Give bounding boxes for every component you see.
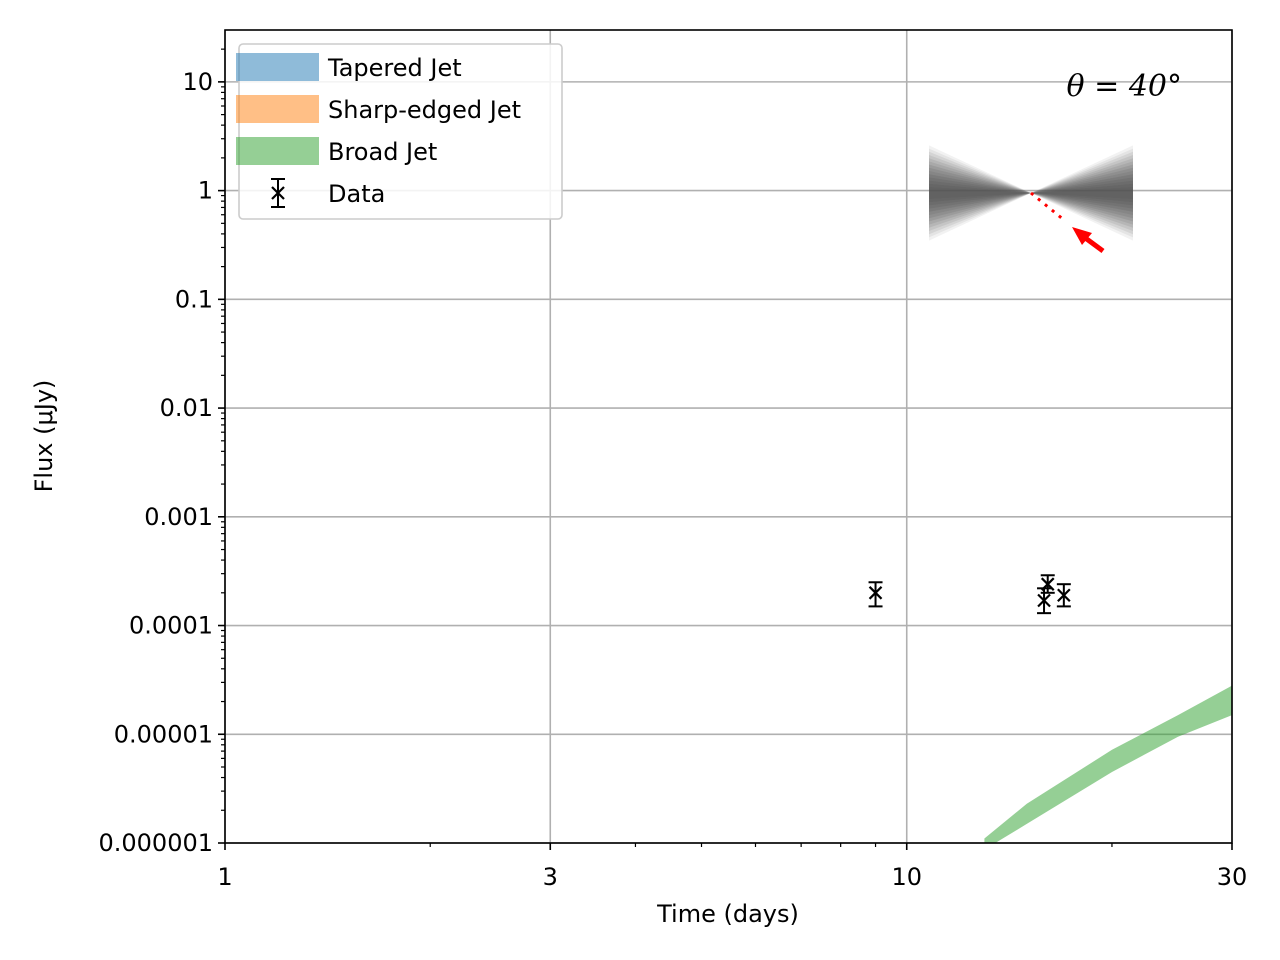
- jet-cone-right: [1031, 148, 1133, 238]
- jet-cone-left: [929, 148, 1031, 238]
- jet-cone-left: [929, 158, 1031, 228]
- jet-cone-inset: [929, 145, 1133, 254]
- y-tick-label: 0.000001: [98, 829, 213, 857]
- jet-cone-left: [929, 151, 1031, 235]
- jet-cone-right: [1031, 183, 1133, 203]
- x-tick-label: 10: [891, 863, 922, 891]
- legend-box: [238, 43, 563, 220]
- model-bands: [984, 685, 1232, 843]
- x-tick-label: 30: [1217, 863, 1248, 891]
- viewing-arrow-head: [1072, 227, 1092, 245]
- legend-x-marker-icon: [271, 186, 285, 200]
- x-tick-label: 3: [543, 863, 558, 891]
- jet-cone-right: [1031, 180, 1133, 206]
- jet-cone-left: [929, 177, 1031, 209]
- jet-cone-right: [1031, 177, 1133, 209]
- y-tick-label: 0.01: [160, 394, 213, 422]
- legend-label-tapered-jet: Tapered Jet: [327, 54, 462, 82]
- y-tick-label: 0.00001: [114, 720, 213, 748]
- y-tick-label: 0.0001: [129, 612, 213, 640]
- jet-cone-left: [929, 171, 1031, 215]
- jet-cone-right: [1031, 174, 1133, 212]
- axis-ticks: 1 3 10 30 0.000001 0.00001 0.0001 0.001 0.01 0.1 1…: [98, 48, 1248, 891]
- jet-cone-left: [929, 167, 1031, 219]
- legend-label-broad-jet: Broad Jet: [328, 138, 437, 166]
- jet-cone-right: [1031, 164, 1133, 222]
- jet-cone-left: [929, 187, 1031, 199]
- x-marker: [1057, 588, 1071, 603]
- jet-cone-left: [929, 174, 1031, 212]
- x-tick-label: 1: [217, 863, 232, 891]
- x-marker: [868, 586, 883, 600]
- jet-cone-right: [1031, 171, 1133, 215]
- y-tick-label: 0.1: [175, 285, 213, 313]
- legend-swatch-tapered-jet: [236, 53, 319, 81]
- jet-cone-left: [929, 155, 1031, 231]
- jet-cone-left: [929, 183, 1031, 203]
- jet-cone-right: [1031, 151, 1133, 235]
- data-point: [1056, 583, 1071, 608]
- legend-swatch-sharp-edged-jet: [236, 95, 319, 123]
- y-tick-label: 1: [198, 177, 213, 205]
- y-axis-label: Flux (μJy): [30, 380, 58, 493]
- plot-area: θ = 40° 1 3 10 30 0.000001 0.00001 0.0001 0.001…: [98, 29, 1248, 891]
- viewing-angle-annotation: θ = 40°: [1067, 69, 1182, 104]
- jet-cone-right: [1031, 158, 1133, 228]
- jet-cone-left: [929, 164, 1031, 222]
- legend-label-data: Data: [328, 180, 385, 208]
- data-point: [868, 581, 883, 608]
- data-points: [868, 574, 1071, 615]
- band-broad-jet: [984, 685, 1232, 843]
- y-tick-label: 10: [182, 68, 213, 96]
- jet-cone-left: [929, 180, 1031, 206]
- jet-cone-right: [1031, 145, 1133, 241]
- legend-label-sharp-edged-jet: Sharp-edged Jet: [328, 96, 521, 124]
- x-axis-label: Time (days): [656, 900, 799, 928]
- jet-cone-right: [1031, 155, 1133, 231]
- y-tick-label: 0.001: [144, 503, 213, 531]
- data-point: [1040, 574, 1055, 594]
- jet-cone-right: [1031, 187, 1133, 199]
- viewing-arrow-shaft: [1082, 234, 1105, 254]
- legend: Tapered Jet Sharp-edged Jet Broad Jet Data: [236, 43, 563, 220]
- jet-cone-left: [929, 161, 1031, 225]
- x-marker: [1040, 577, 1055, 591]
- jet-cone-left: [929, 145, 1031, 241]
- jet-cone-right: [1031, 161, 1133, 225]
- legend-swatch-broad-jet: [236, 137, 319, 165]
- x-marker: [1037, 593, 1051, 608]
- plot-frame: [224, 29, 1233, 844]
- jet-cone-right: [1031, 167, 1133, 219]
